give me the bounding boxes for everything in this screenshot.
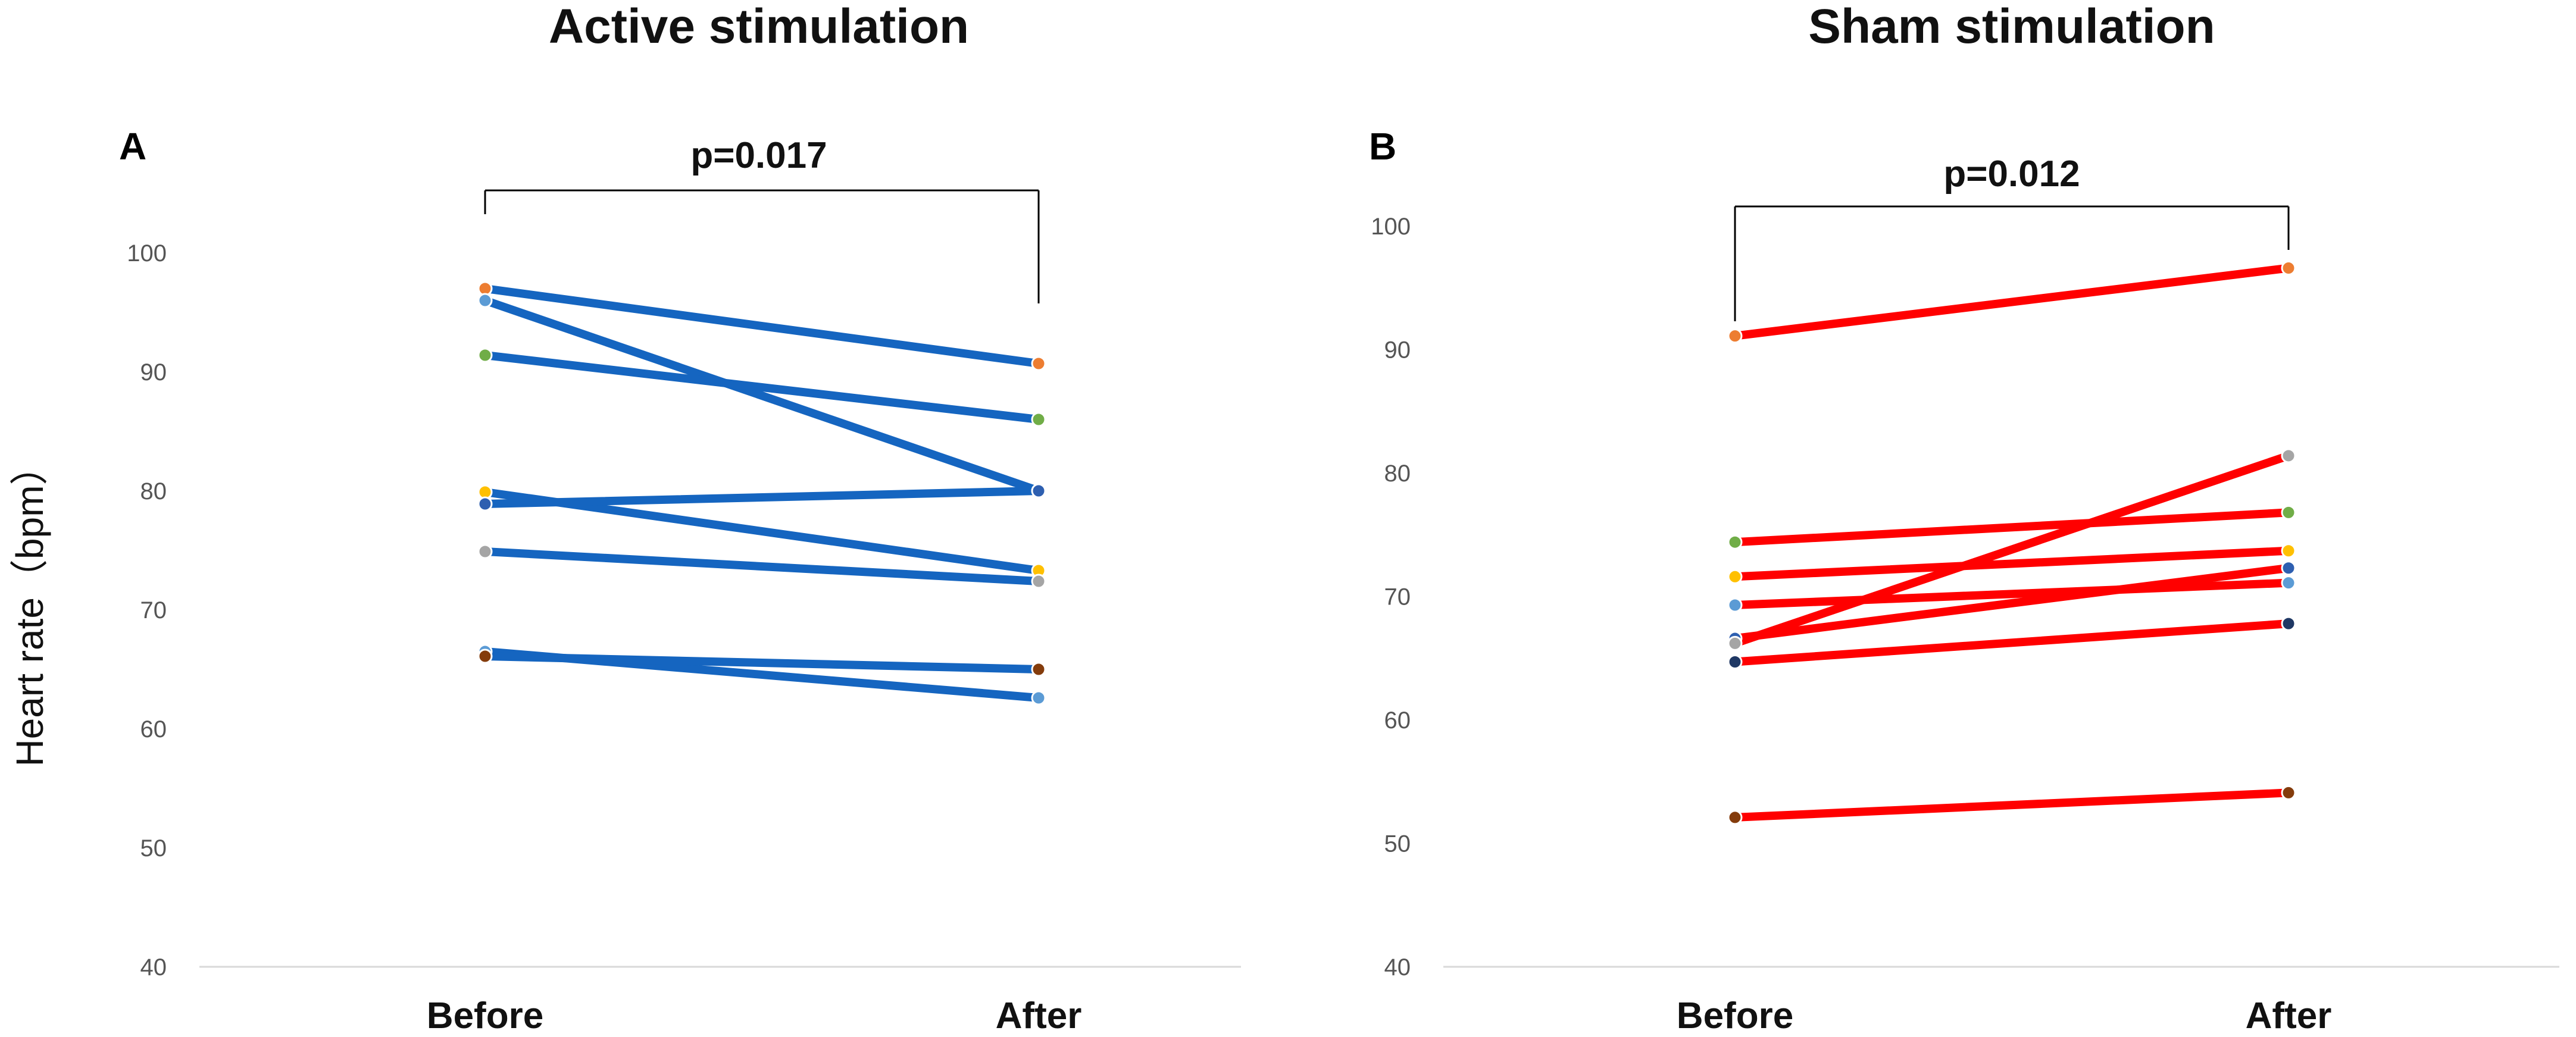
data-point-subject-6-after bbox=[2281, 448, 2296, 463]
y-tick-label: 50 bbox=[1384, 831, 1411, 857]
panel-letter: A bbox=[119, 125, 146, 168]
series-line-subject-7 bbox=[1731, 619, 2293, 666]
x-tick-label: After bbox=[2246, 995, 2332, 1036]
significance-bracket: p=0.017 bbox=[484, 135, 1040, 303]
chart-title: Active stimulation bbox=[549, 0, 969, 54]
data-point-subject-5-after bbox=[2281, 560, 2296, 576]
panel-b: Sham stimulation B 40 50 60 70 80 90 100 Before Af… bbox=[1369, 0, 2559, 1036]
x-tick-label: Before bbox=[427, 995, 543, 1036]
y-tick-label: 70 bbox=[140, 597, 167, 624]
x-tick-label: After bbox=[996, 995, 1082, 1036]
data-point-subject-7-before bbox=[1727, 654, 1743, 669]
series-line-subject-5 bbox=[1731, 563, 2293, 643]
series-line-subject-8 bbox=[1731, 788, 2293, 822]
y-tick-label: 100 bbox=[1371, 214, 1411, 240]
y-tick-label: 60 bbox=[140, 716, 167, 742]
data-point-subject-4-before bbox=[1727, 597, 1743, 613]
y-tick-label: 90 bbox=[1384, 337, 1411, 364]
panel-letter: B bbox=[1369, 125, 1396, 168]
series-line-subject-3 bbox=[481, 351, 1043, 424]
data-point-subject-2-before bbox=[1727, 534, 1743, 550]
y-tick-label: 60 bbox=[1384, 707, 1411, 734]
series-line-subject-6 bbox=[1731, 451, 2293, 648]
data-point-subject-8-before bbox=[1727, 810, 1743, 825]
data-point-subject-8-after bbox=[1031, 662, 1046, 677]
p-value-label: p=0.017 bbox=[690, 135, 827, 176]
data-point-subject-1-after bbox=[1031, 356, 1046, 371]
data-point-subject-7-after bbox=[2281, 616, 2296, 631]
y-tick-label: 40 bbox=[140, 954, 167, 980]
series-line-subject-8 bbox=[481, 652, 1043, 673]
series-line-subject-2 bbox=[1731, 508, 2293, 547]
data-point-subject-5-after bbox=[1031, 483, 1046, 499]
series-line-subject-5 bbox=[481, 487, 1043, 508]
data-point-subject-6-after bbox=[1031, 574, 1046, 589]
y-tick-label: 100 bbox=[127, 240, 167, 267]
y-tick-label: 80 bbox=[140, 478, 167, 505]
data-point-subject-7-after bbox=[1031, 690, 1046, 706]
series-line-subject-4 bbox=[1731, 578, 2293, 610]
panels: Active stimulation A 40 50 60 70 80 90 100 Before… bbox=[119, 0, 2559, 1036]
data-point-subject-2-after bbox=[2281, 505, 2296, 520]
data-point-subject-6-before bbox=[1727, 635, 1743, 651]
data-point-subject-3-after bbox=[2281, 543, 2296, 559]
y-tick-label: 70 bbox=[1384, 584, 1411, 610]
data-point-subject-3-after bbox=[1031, 412, 1046, 427]
y-axis-label: Heart rate（bpm） bbox=[8, 447, 51, 766]
data-point-subject-1-after bbox=[2281, 261, 2296, 276]
series-line-subject-3 bbox=[1731, 546, 2293, 581]
chart-title: Sham stimulation bbox=[1808, 0, 2215, 54]
data-point-subject-5-before bbox=[477, 496, 493, 512]
y-tick-label: 40 bbox=[1384, 954, 1411, 980]
y-tick-label: 90 bbox=[140, 359, 167, 386]
x-tick-label: Before bbox=[1677, 995, 1793, 1036]
significance-bracket: p=0.012 bbox=[1734, 153, 2290, 321]
data-point-subject-1-before bbox=[1727, 328, 1743, 344]
series-line-subject-1 bbox=[481, 284, 1043, 368]
data-point-subject-8-before bbox=[477, 648, 493, 664]
data-point-subject-3-before bbox=[477, 347, 493, 363]
series-line-subject-1 bbox=[1731, 264, 2293, 340]
data-point-subject-8-after bbox=[2281, 785, 2296, 800]
y-tick-label: 80 bbox=[1384, 460, 1411, 487]
panel-a: Active stimulation A 40 50 60 70 80 90 100 Before… bbox=[119, 0, 1241, 1036]
p-value-label: p=0.012 bbox=[1943, 153, 2080, 195]
y-tick-label: 50 bbox=[140, 835, 167, 861]
data-point-subject-4-after bbox=[2281, 575, 2296, 591]
data-point-subject-3-before bbox=[1727, 569, 1743, 584]
data-point-subject-2-before bbox=[477, 293, 493, 308]
series-line-subject-6 bbox=[481, 547, 1043, 585]
data-point-subject-6-before bbox=[477, 544, 493, 559]
series-line-subject-2 bbox=[481, 296, 1043, 495]
